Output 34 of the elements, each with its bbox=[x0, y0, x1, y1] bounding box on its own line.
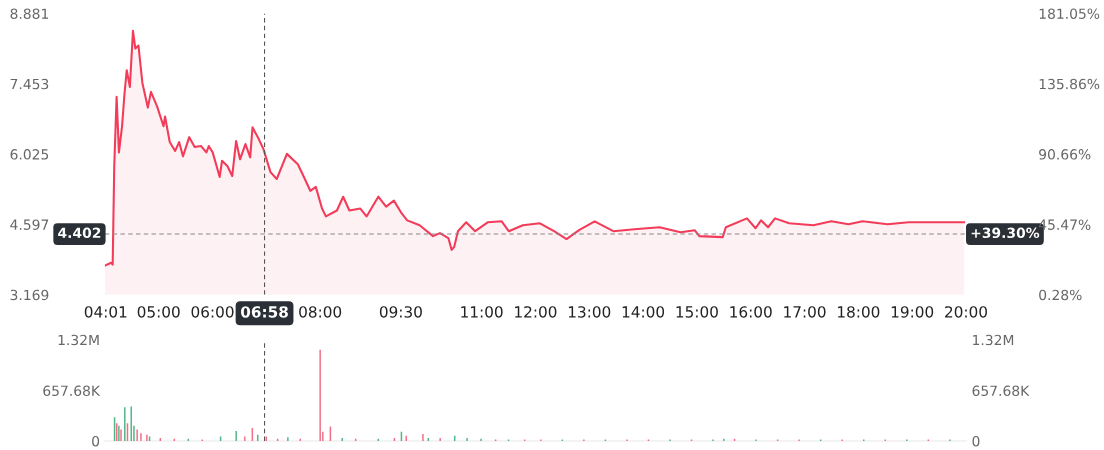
y-tick-label: 7.453 bbox=[10, 78, 49, 90]
annotation: +39.30% bbox=[971, 227, 1040, 239]
y-tick-label: 3.169 bbox=[10, 289, 49, 301]
x-tick-label: 14:00 bbox=[622, 306, 665, 318]
y2-tick-label: 90.66% bbox=[1039, 149, 1091, 160]
y2-tick-label: 135.86% bbox=[1039, 78, 1100, 90]
y-tick-label: 6.025 bbox=[10, 149, 49, 160]
y2-tick-label: 1.32M bbox=[973, 334, 1014, 346]
ref-line-label: 4.402 bbox=[58, 227, 101, 239]
x-tick-label: 19:00 bbox=[891, 306, 934, 318]
x-tick-label: 15:00 bbox=[676, 306, 718, 318]
x-tick-label: 06:00 bbox=[191, 306, 234, 318]
x-tick-label: 17:00 bbox=[784, 306, 826, 318]
y-tick-label: 1.32M bbox=[58, 334, 99, 346]
y-tick-label: 0 bbox=[92, 435, 100, 447]
y-tick-label: 8.881 bbox=[10, 8, 49, 19]
x-tick-label: 20:00 bbox=[945, 306, 987, 318]
x-tick-label: 13:00 bbox=[568, 306, 611, 318]
x-tick-label: 11:00 bbox=[461, 306, 503, 318]
y-tick-label: 4.597 bbox=[10, 219, 49, 230]
x-tick-label: 16:00 bbox=[730, 306, 772, 318]
y2-tick-label: 0 bbox=[972, 435, 980, 447]
x-tick-label: 05:00 bbox=[137, 306, 180, 318]
y-tick-label: 657.68K bbox=[43, 385, 101, 397]
x-tick-label: 06:58 bbox=[240, 306, 288, 318]
x-tick-label: 09:30 bbox=[379, 306, 422, 318]
y2-tick-label: 0.28% bbox=[1039, 289, 1082, 301]
x-tick-label: 08:00 bbox=[299, 306, 342, 318]
y2-tick-label: 657.68K bbox=[972, 385, 1030, 397]
y2-tick-label: 181.05% bbox=[1039, 8, 1100, 19]
x-tick-label: 12:00 bbox=[515, 306, 557, 318]
y2-tick-label: 45.47% bbox=[1038, 219, 1091, 230]
x-tick-label: 18:00 bbox=[838, 306, 880, 318]
x-tick-label: 04:01 bbox=[84, 306, 127, 318]
